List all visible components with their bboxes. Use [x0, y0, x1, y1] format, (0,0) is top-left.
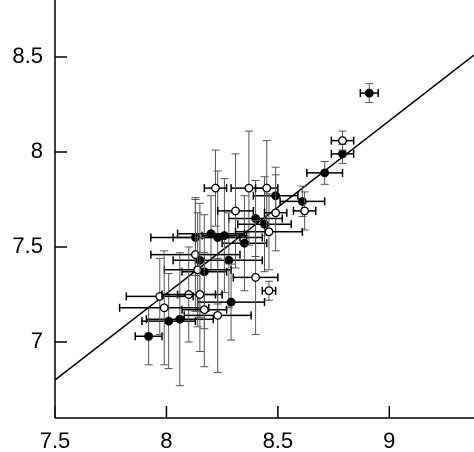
point	[164, 316, 174, 326]
point	[224, 255, 234, 265]
point	[159, 303, 169, 313]
point	[338, 136, 347, 146]
point	[320, 168, 330, 178]
y-tick-label: 7.5	[12, 233, 43, 258]
point	[226, 297, 236, 307]
point	[239, 238, 249, 248]
point	[213, 310, 223, 320]
point	[175, 314, 185, 324]
point	[364, 88, 374, 98]
point	[244, 183, 254, 193]
point	[264, 227, 274, 237]
point	[195, 290, 205, 299]
point	[300, 206, 310, 216]
y-tick-label: 7	[31, 328, 43, 353]
y-tick-label: 8	[31, 138, 43, 163]
x-tick-label: 7.5	[40, 428, 71, 452]
point	[271, 208, 281, 218]
point	[251, 272, 261, 282]
point	[338, 149, 347, 159]
y-tick-label: 8.5	[12, 43, 43, 68]
point	[144, 331, 154, 341]
x-tick-label: 8	[160, 428, 172, 452]
point	[199, 305, 209, 315]
point	[211, 183, 220, 193]
x-tick-label: 9	[383, 428, 395, 452]
point	[264, 286, 274, 296]
point	[231, 206, 240, 216]
point	[262, 183, 272, 193]
x-tick-label: 8.5	[263, 428, 294, 452]
